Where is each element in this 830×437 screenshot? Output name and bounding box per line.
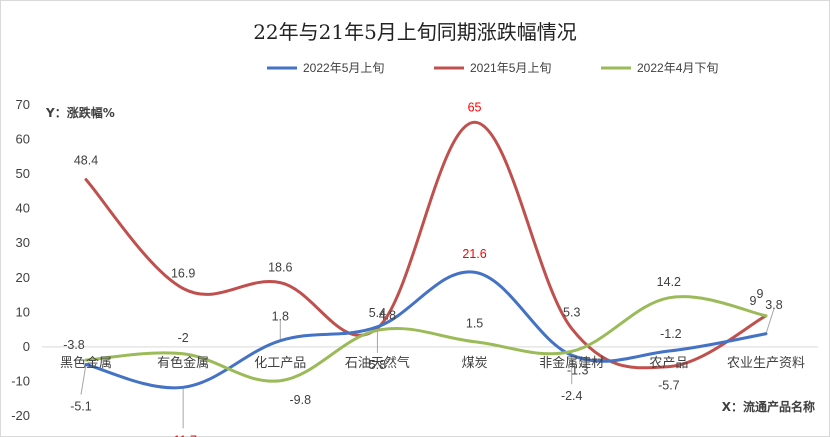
legend-entry: 2022年4月下旬 xyxy=(637,61,718,75)
data-label: 65 xyxy=(468,100,482,114)
category-label: 农产品 xyxy=(649,356,688,371)
data-label: -1.3 xyxy=(567,363,589,377)
y-tick-label: 50 xyxy=(16,166,30,181)
category-label: 农业生产资料 xyxy=(727,356,805,371)
data-label: 9 xyxy=(757,287,764,301)
y-tick-label: 70 xyxy=(16,97,30,112)
data-label: -5.1 xyxy=(70,400,92,414)
y-axis-ticks: -20 -10 0 10 20 30 40 50 60 70 xyxy=(11,97,30,423)
data-labels: -5.1 -11.7 1.8 5.8 21.6 -2.4 -1.2 3.8 48.4 16.9 18… xyxy=(63,100,783,437)
data-label: -2.4 xyxy=(561,389,583,403)
y-axis-label: Y：涨跌幅% xyxy=(45,105,115,120)
category-labels: 黑色金属 有色金属 化工产品 石油天然气 煤炭 非金属建材 农产品 农业生产资料 xyxy=(60,355,805,371)
y-tick-label: 20 xyxy=(16,270,30,285)
data-label: 16.9 xyxy=(171,266,195,280)
data-label: 21.6 xyxy=(462,247,486,261)
data-label: 5.4 xyxy=(369,306,386,320)
legend: 2022年5月上旬 2021年5月上旬 2022年4月下旬 xyxy=(267,61,718,75)
x-axis-label: X：流通产品名称 xyxy=(722,399,815,414)
series-line xyxy=(84,270,768,390)
chart-title: 22年与21年5月上旬同期涨跌幅情况 xyxy=(253,20,577,44)
data-label: 3.8 xyxy=(765,298,782,312)
series-lines xyxy=(84,120,768,390)
category-label: 煤炭 xyxy=(462,356,488,371)
y-tick-label: 30 xyxy=(16,235,30,250)
data-label: -5.7 xyxy=(658,379,680,393)
category-label: 石油天然气 xyxy=(345,355,410,371)
category-label: 有色金属 xyxy=(157,355,209,371)
leader-line xyxy=(765,308,775,334)
data-label: 1.8 xyxy=(272,310,289,324)
data-label: 18.6 xyxy=(268,261,292,275)
category-label: 黑色金属 xyxy=(60,355,112,371)
series-line xyxy=(84,295,768,383)
data-label: 48.4 xyxy=(74,154,98,168)
y-tick-label: 60 xyxy=(16,132,30,147)
y-tick-label: 40 xyxy=(16,201,30,216)
legend-entry: 2021年5月上旬 xyxy=(470,61,551,75)
series-line xyxy=(84,120,768,370)
y-tick-label: 0 xyxy=(23,339,30,354)
y-tick-label: 10 xyxy=(16,304,30,319)
leader-line xyxy=(80,364,87,395)
data-label: 5.3 xyxy=(563,306,580,320)
data-label: -3.8 xyxy=(63,338,85,352)
data-label: -9.8 xyxy=(290,393,312,407)
data-label: -11.7 xyxy=(169,433,197,437)
data-label: 5.8 xyxy=(369,358,386,372)
category-label: 非金属建材 xyxy=(539,355,604,371)
data-label: 9 xyxy=(750,294,757,308)
data-label: 1.5 xyxy=(466,317,483,331)
category-label: 化工产品 xyxy=(254,356,306,371)
data-label: -2 xyxy=(178,331,189,345)
legend-entry: 2022年5月上旬 xyxy=(303,61,384,75)
y-tick-label: -10 xyxy=(11,373,30,388)
data-label: 14.2 xyxy=(657,275,681,289)
data-label: -1.2 xyxy=(660,327,682,341)
data-label: 4.8 xyxy=(379,308,396,322)
label-leader-lines xyxy=(80,308,775,429)
y-tick-label: -20 xyxy=(11,408,30,423)
